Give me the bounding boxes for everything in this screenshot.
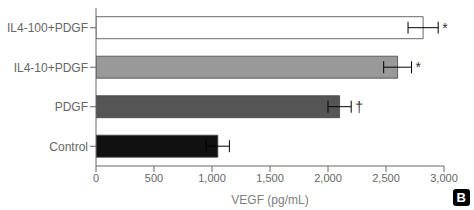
- html-text:B: B: [456, 190, 466, 205]
- svg-text:IL4-100+PDGF: IL4-100+PDGF: [8, 21, 88, 35]
- svg-text:IL4-10+PDGF: IL4-10+PDGF: [14, 61, 88, 75]
- svg-text:500: 500: [145, 172, 163, 184]
- svg-text:Control: Control: [49, 140, 88, 154]
- svg-text:1,000: 1,000: [198, 172, 226, 184]
- svg-text:1,500: 1,500: [256, 172, 284, 184]
- svg-text:VEGF (pg/mL): VEGF (pg/mL): [231, 193, 308, 207]
- svg-text:PDGF: PDGF: [55, 100, 88, 114]
- svg-text:2,000: 2,000: [314, 172, 342, 184]
- svg-text:*: *: [416, 59, 422, 75]
- svg-text:3,000: 3,000: [430, 172, 458, 184]
- svg-text:0: 0: [93, 172, 99, 184]
- svg-text:2,500: 2,500: [372, 172, 400, 184]
- svg-text:†: †: [355, 99, 363, 115]
- svg-text:*: *: [442, 20, 448, 36]
